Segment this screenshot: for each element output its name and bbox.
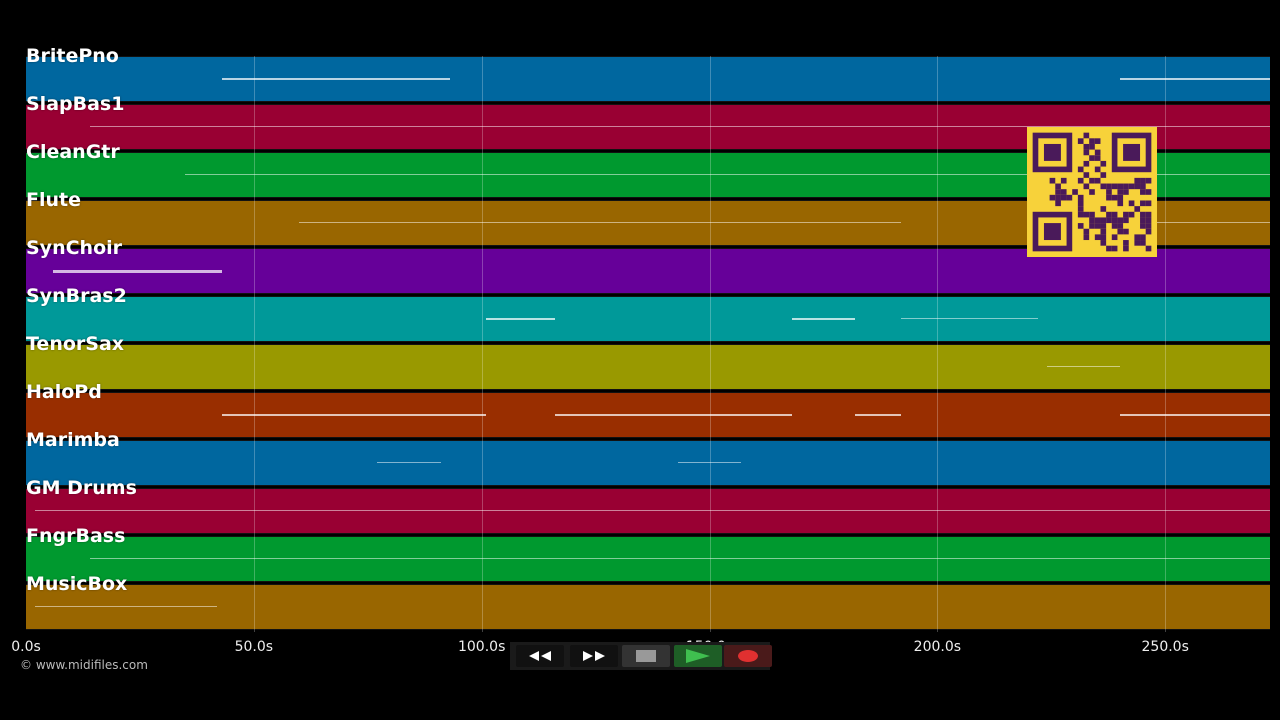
- track-name: Marimba: [26, 429, 120, 451]
- note-segment: [221, 78, 450, 80]
- stop-icon: [636, 650, 656, 662]
- track-lane: [26, 344, 1270, 390]
- rewind-button[interactable]: [516, 645, 564, 667]
- note-segment: [35, 510, 1270, 511]
- track-lane: [26, 296, 1270, 342]
- track-lane: [26, 488, 1270, 534]
- copyright-text: © www.midifiles.com: [20, 658, 148, 672]
- time-tick-label: 0.0s: [11, 639, 41, 655]
- note-segment: [1119, 78, 1270, 80]
- note-segment: [554, 414, 792, 416]
- note-segment: [89, 126, 1270, 127]
- fast-forward-icon: [583, 651, 605, 661]
- note-segment: [486, 318, 555, 320]
- note-segment: [53, 270, 222, 273]
- note-segment: [89, 558, 1270, 559]
- record-icon: [738, 650, 758, 662]
- track-name: Flute: [26, 189, 81, 211]
- transport-controls: [510, 642, 772, 670]
- track-name: GM Drums: [26, 477, 137, 499]
- rewind-icon: [529, 651, 551, 661]
- note-segment: [221, 414, 487, 416]
- note-segment: [185, 174, 1270, 175]
- time-tick-label: 50.0s: [234, 639, 274, 655]
- time-tick-label: 250.0s: [1141, 639, 1189, 655]
- track-lane: [26, 56, 1270, 102]
- note-segment: [299, 222, 901, 223]
- track-name: BritePno: [26, 45, 119, 67]
- note-segment: [900, 318, 1038, 319]
- qr-code-icon: [1027, 127, 1157, 257]
- track-name: HaloPd: [26, 381, 102, 403]
- track-name: TenorSax: [26, 333, 125, 355]
- record-button[interactable]: [724, 645, 772, 667]
- track-lane: [26, 584, 1270, 630]
- note-segment: [376, 462, 441, 463]
- note-segment: [791, 318, 856, 320]
- note-segment: [855, 414, 901, 416]
- note-segment: [1046, 366, 1120, 367]
- track-name: CleanGtr: [26, 141, 120, 163]
- time-tick-label: 200.0s: [913, 639, 962, 655]
- stop-button[interactable]: [622, 645, 670, 667]
- play-icon: [686, 649, 710, 663]
- track-name: SynBras2: [26, 285, 127, 307]
- note-segment: [35, 606, 218, 607]
- track-name: MusicBox: [26, 573, 128, 595]
- track-name: SynChoir: [26, 237, 123, 259]
- note-segment: [1119, 414, 1270, 416]
- track-lane: [26, 440, 1270, 486]
- time-tick-label: 100.0s: [457, 639, 506, 655]
- fast-forward-button[interactable]: [570, 645, 618, 667]
- track-name: SlapBas1: [26, 93, 125, 115]
- track-lane: [26, 536, 1270, 582]
- note-segment: [677, 462, 742, 463]
- play-button[interactable]: [674, 645, 722, 667]
- track-name: FngrBass: [26, 525, 126, 547]
